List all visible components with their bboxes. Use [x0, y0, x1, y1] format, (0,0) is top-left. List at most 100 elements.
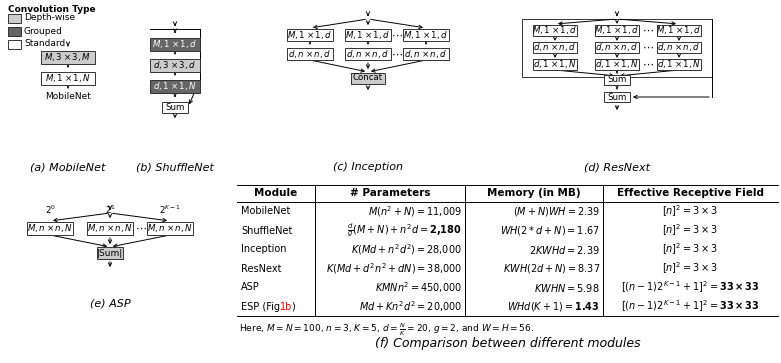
- FancyBboxPatch shape: [162, 102, 188, 113]
- Text: ASP: ASP: [241, 282, 260, 293]
- FancyBboxPatch shape: [8, 13, 21, 23]
- FancyBboxPatch shape: [150, 79, 200, 93]
- Text: $M, 3\times3, M$: $M, 3\times3, M$: [45, 51, 91, 63]
- Text: $d, n\times n, d$: $d, n\times n, d$: [658, 41, 701, 53]
- Text: ResNext: ResNext: [241, 264, 281, 273]
- Text: $d, 1\times1, N$: $d, 1\times1, N$: [153, 80, 197, 92]
- FancyBboxPatch shape: [595, 41, 639, 53]
- Text: ESP (Fig.: ESP (Fig.: [241, 302, 286, 311]
- Text: $d, 1\times1, N$: $d, 1\times1, N$: [595, 58, 639, 70]
- Text: $WHd(K+1)=\mathbf{1.43}$: $WHd(K+1)=\mathbf{1.43}$: [508, 300, 600, 313]
- FancyBboxPatch shape: [8, 40, 21, 49]
- Text: $M, 1\times1, d$: $M, 1\times1, d$: [594, 24, 640, 36]
- FancyBboxPatch shape: [595, 24, 639, 36]
- Text: $K(Md+d^2n^2+dN)=38{,}000$: $K(Md+d^2n^2+dN)=38{,}000$: [326, 261, 462, 276]
- Text: $\cdots$: $\cdots$: [642, 59, 654, 69]
- Text: Grouped: Grouped: [24, 26, 63, 36]
- Text: ShuffleNet: ShuffleNet: [241, 225, 292, 236]
- Text: $\cdots$: $\cdots$: [391, 49, 403, 59]
- Text: Convolution Type: Convolution Type: [8, 5, 95, 14]
- Text: Here, $M=N=100$, $n=3$, $K=5$, $d=\frac{N}{K}=20$, $g=2$, and $W=H=56$.: Here, $M=N=100$, $n=3$, $K=5$, $d=\frac{…: [239, 321, 534, 338]
- Text: (d) ResNext: (d) ResNext: [584, 162, 650, 172]
- FancyBboxPatch shape: [150, 58, 200, 72]
- FancyBboxPatch shape: [351, 73, 385, 83]
- FancyBboxPatch shape: [41, 72, 95, 85]
- FancyBboxPatch shape: [87, 221, 133, 234]
- Text: $KWHN=5.98$: $KWHN=5.98$: [534, 281, 600, 294]
- Text: $[n]^2=3\times3$: $[n]^2=3\times3$: [662, 242, 719, 257]
- Text: $[n]^2=3\times3$: $[n]^2=3\times3$: [662, 261, 719, 276]
- Text: # Parameters: # Parameters: [350, 188, 430, 199]
- FancyBboxPatch shape: [8, 26, 21, 36]
- Text: $\cdots$: $\cdots$: [642, 25, 654, 35]
- FancyBboxPatch shape: [403, 29, 449, 41]
- Text: $WH(2*d+N)=1.67$: $WH(2*d+N)=1.67$: [501, 224, 600, 237]
- Text: $M, 1\times1, d$: $M, 1\times1, d$: [152, 38, 198, 50]
- Text: $d, 1\times1, N$: $d, 1\times1, N$: [533, 58, 577, 70]
- Text: $M, n\times n, N$: $M, n\times n, N$: [87, 222, 133, 234]
- Text: $d, n\times n, d$: $d, n\times n, d$: [405, 48, 448, 60]
- FancyBboxPatch shape: [287, 29, 333, 41]
- Text: (e) ASP: (e) ASP: [90, 298, 130, 308]
- FancyBboxPatch shape: [533, 24, 577, 36]
- FancyBboxPatch shape: [604, 75, 630, 85]
- Text: $[(n-1)2^{K-1}+1]^2=\mathbf{33\times33}$: $[(n-1)2^{K-1}+1]^2=\mathbf{33\times33}$: [621, 299, 760, 314]
- Text: $M, 1\times1, d$: $M, 1\times1, d$: [403, 29, 448, 41]
- FancyBboxPatch shape: [150, 37, 200, 50]
- FancyBboxPatch shape: [27, 221, 73, 234]
- FancyBboxPatch shape: [287, 48, 333, 60]
- Text: $d, n\times n, d$: $d, n\times n, d$: [595, 41, 639, 53]
- Text: Sum: Sum: [608, 76, 626, 85]
- Text: $d, n\times n, d$: $d, n\times n, d$: [533, 41, 576, 53]
- FancyBboxPatch shape: [657, 58, 701, 69]
- Text: MobileNet: MobileNet: [241, 207, 291, 216]
- FancyBboxPatch shape: [345, 48, 391, 60]
- Text: MobileNet: MobileNet: [45, 92, 91, 101]
- FancyBboxPatch shape: [604, 92, 630, 102]
- Text: $M, 1\times1, d$: $M, 1\times1, d$: [287, 29, 333, 41]
- FancyBboxPatch shape: [533, 41, 577, 53]
- Text: $M(n^2+N)=11{,}009$: $M(n^2+N)=11{,}009$: [368, 204, 462, 219]
- Text: $\cdots$: $\cdots$: [642, 42, 654, 52]
- Text: $M, 1\times1, d$: $M, 1\times1, d$: [533, 24, 578, 36]
- Text: (c) Inception: (c) Inception: [333, 162, 403, 172]
- FancyBboxPatch shape: [533, 58, 577, 69]
- Text: $\cdots$: $\cdots$: [135, 223, 147, 233]
- Text: $[n]^2=3\times3$: $[n]^2=3\times3$: [662, 204, 719, 219]
- Text: $KWH(2d+N)=8.37$: $KWH(2d+N)=8.37$: [502, 262, 600, 275]
- Text: ): ): [291, 302, 294, 311]
- Text: $M, n\times n, N$: $M, n\times n, N$: [147, 222, 193, 234]
- Text: $Md+Kn^2d^2=20{,}000$: $Md+Kn^2d^2=20{,}000$: [358, 299, 462, 314]
- Text: $2^0$: $2^0$: [45, 204, 55, 216]
- Text: $M, 1\times1, d$: $M, 1\times1, d$: [345, 29, 390, 41]
- Text: Sum: Sum: [608, 93, 626, 102]
- Text: Memory (in MB): Memory (in MB): [487, 188, 581, 199]
- FancyBboxPatch shape: [657, 41, 701, 53]
- Text: $\frac{d}{g}(M+N)+n^2d=\mathbf{2{,}180}$: $\frac{d}{g}(M+N)+n^2d=\mathbf{2{,}180}$: [348, 222, 462, 239]
- Text: $[n]^2=3\times3$: $[n]^2=3\times3$: [662, 223, 719, 238]
- Text: (f) Comparison between different modules: (f) Comparison between different modules: [375, 337, 640, 350]
- Text: $d, 1\times1, N$: $d, 1\times1, N$: [657, 58, 701, 70]
- Text: |Sum|: |Sum|: [97, 249, 123, 257]
- FancyBboxPatch shape: [345, 29, 391, 41]
- FancyBboxPatch shape: [657, 24, 701, 36]
- FancyBboxPatch shape: [41, 50, 95, 64]
- Text: $d, n\times n, d$: $d, n\times n, d$: [288, 48, 332, 60]
- FancyBboxPatch shape: [97, 247, 123, 259]
- Text: (b) ShuffleNet: (b) ShuffleNet: [136, 162, 214, 172]
- Text: Sum: Sum: [166, 102, 184, 111]
- Text: $M, 1\times1, N$: $M, 1\times1, N$: [45, 72, 91, 84]
- Text: $2^{K-1}$: $2^{K-1}$: [159, 204, 181, 216]
- Text: Effective Receptive Field: Effective Receptive Field: [617, 188, 764, 199]
- Text: Depth-wise: Depth-wise: [24, 13, 75, 23]
- Text: 1b: 1b: [280, 302, 292, 311]
- Text: $[(n-1)2^{K-1}+1]^2=\mathbf{33\times33}$: $[(n-1)2^{K-1}+1]^2=\mathbf{33\times33}$: [621, 280, 760, 295]
- FancyBboxPatch shape: [147, 221, 193, 234]
- Text: Module: Module: [255, 188, 298, 199]
- Text: $(M+N)WH=2.39$: $(M+N)WH=2.39$: [513, 205, 600, 218]
- Text: $M, n\times n, N$: $M, n\times n, N$: [27, 222, 73, 234]
- Text: $d, 3\times3, d$: $d, 3\times3, d$: [153, 59, 197, 71]
- Text: Standard: Standard: [24, 40, 66, 49]
- Text: $M, 1\times1, d$: $M, 1\times1, d$: [656, 24, 701, 36]
- Text: $2KWHd=2.39$: $2KWHd=2.39$: [530, 244, 600, 256]
